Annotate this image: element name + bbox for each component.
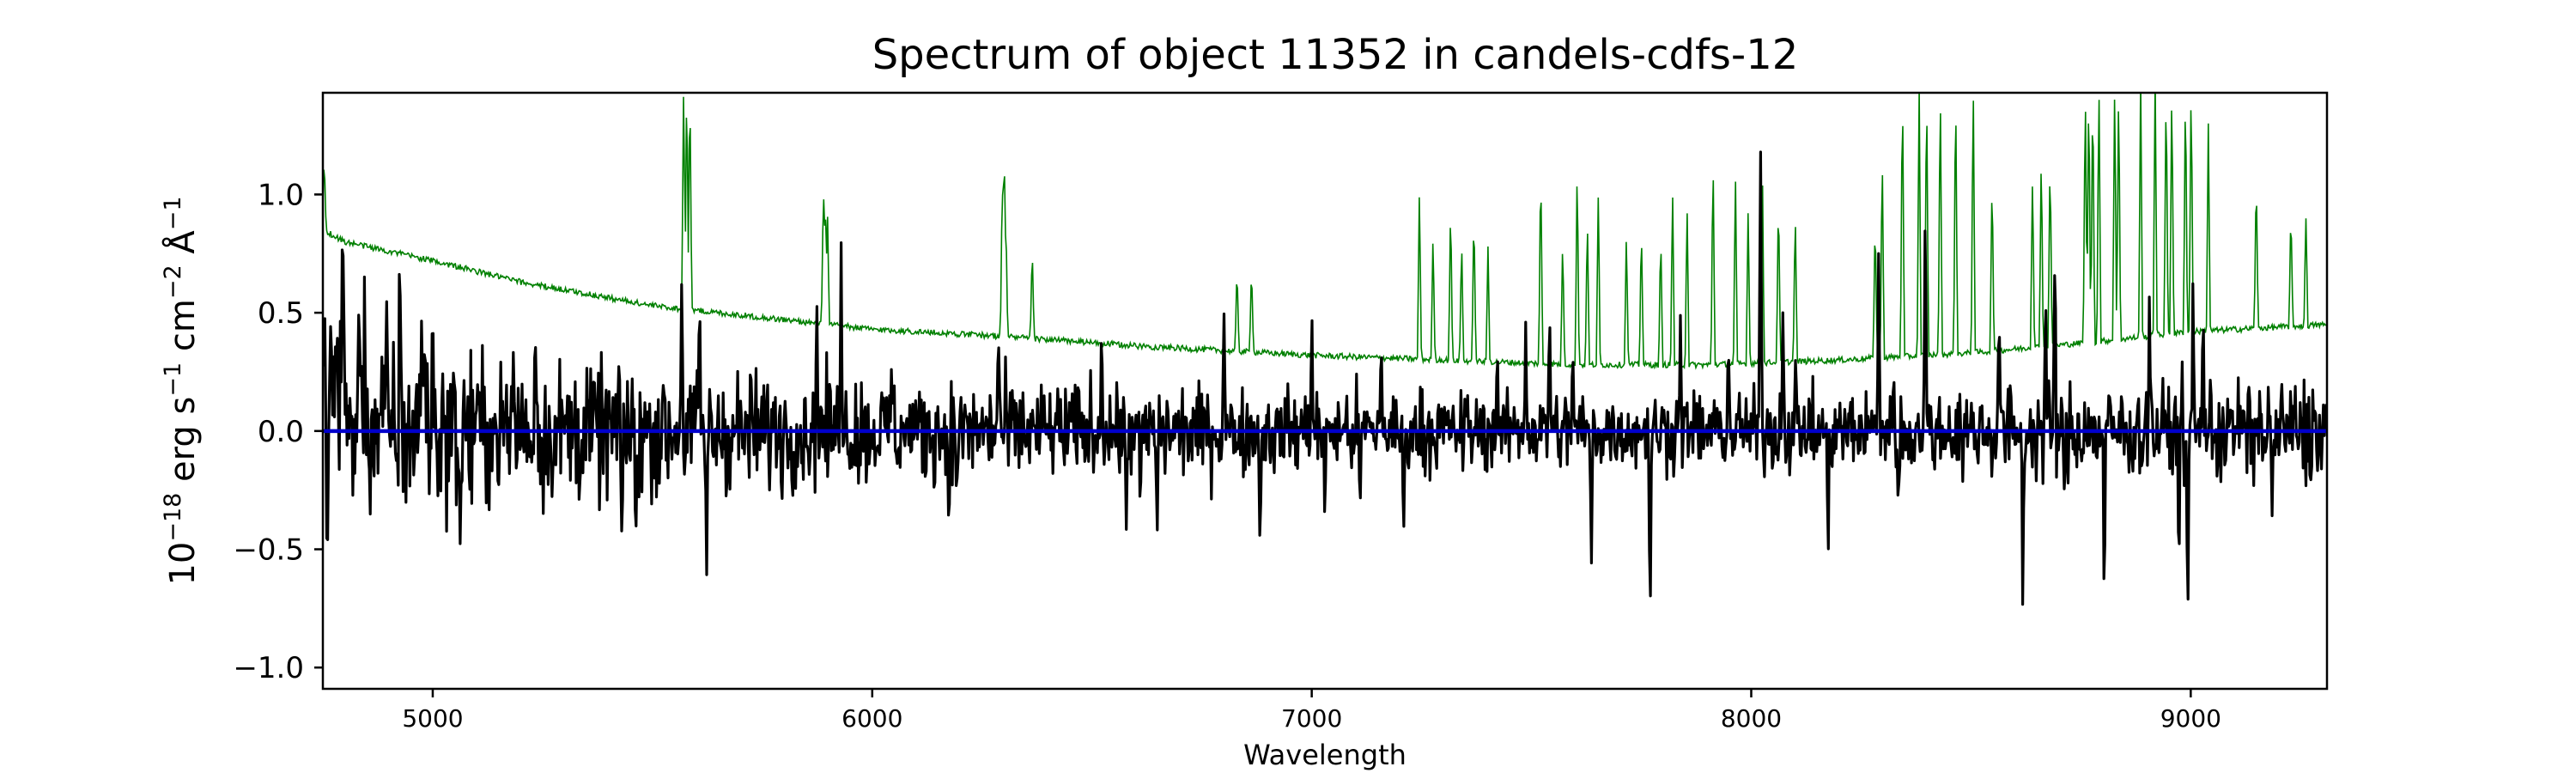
chart-title: Spectrum of object 11352 in candels-cdfs…: [872, 31, 1799, 79]
y-tick-label: 0.0: [258, 415, 304, 449]
y-label-exp4: −1: [160, 196, 186, 230]
y-label-part2: cm: [163, 299, 203, 362]
series-layer: [323, 93, 2327, 606]
y-tick-label: 1.0: [258, 178, 304, 212]
y-label-exp2: −1: [160, 362, 186, 397]
y-tick-label: 0.5: [258, 296, 304, 331]
y-label-part1: erg s: [163, 397, 203, 493]
y-label-exp3: −2: [160, 265, 186, 299]
y-label-exp1: −18: [160, 493, 186, 542]
x-tick-label: 8000: [1721, 704, 1782, 733]
y-axis: −1.0 −0.5 0.0 0.5 1.0: [233, 178, 323, 685]
y-tick-label: −0.5: [233, 533, 304, 568]
x-tick-label: 6000: [841, 704, 902, 733]
y-axis-label: 10−18 erg s−1 cm−2 Å−1: [160, 196, 203, 585]
y-tick-label: −1.0: [233, 651, 304, 685]
y-label-part3: Å: [161, 230, 203, 265]
x-axis-label: Wavelength: [1243, 739, 1406, 771]
x-tick-label: 5000: [402, 704, 463, 733]
plot-frame: [321, 91, 2329, 691]
plot-area: [321, 91, 2329, 691]
x-tick-label: 9000: [2160, 704, 2221, 733]
x-axis: 5000 6000 7000 8000 9000: [402, 689, 2221, 733]
error-spectrum-line: [323, 93, 2327, 370]
x-tick-label: 7000: [1281, 704, 1342, 733]
y-label-base: 10: [163, 542, 203, 586]
flux-spectrum-line: [323, 150, 2327, 606]
